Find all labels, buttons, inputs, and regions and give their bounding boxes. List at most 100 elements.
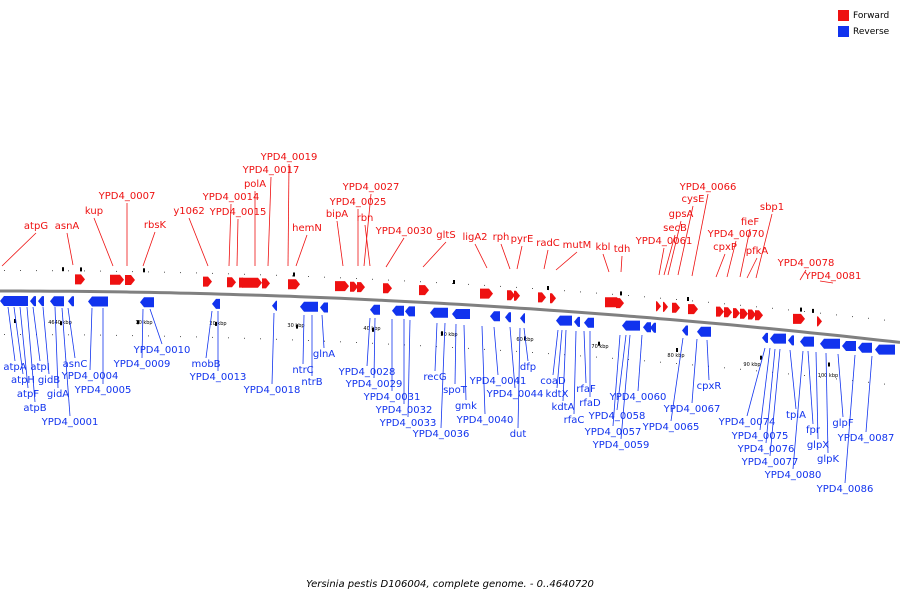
legend-reverse: Reverse: [838, 26, 889, 37]
reverse-track-dot: [292, 339, 293, 341]
reverse-gene-label-tpia: tpiA: [786, 410, 806, 421]
reverse-gene-label-fpr: fpr: [806, 425, 821, 436]
reverse-leader-line: [42, 306, 50, 375]
reverse-gene-label-cpxr: cpxR: [697, 381, 722, 392]
reverse-track-dot: [804, 375, 805, 376]
reverse-gene-label-rfac: rfaC: [564, 415, 585, 426]
reverse-gene-arrow: [762, 332, 768, 343]
forward-track-dot: [132, 271, 133, 273]
kbp-label: 80 kbp: [667, 353, 684, 359]
forward-track-dot: [116, 270, 117, 272]
reverse-gene-label-ypd4-0086: YPD4_0086: [816, 484, 874, 495]
reverse-gene-label-dfp: dfp: [520, 362, 536, 373]
reverse-gene-label-mobb: mobB: [191, 359, 220, 370]
forward-gene-arrow: [724, 307, 732, 318]
forward-gene-arrow: [716, 306, 724, 317]
forward-tick-mark: [453, 280, 455, 284]
forward-track-dot: [804, 311, 805, 312]
reverse-track-dot: [676, 363, 677, 364]
forward-tick-mark: [687, 297, 689, 301]
forward-gene-label-pfka: pfkA: [746, 246, 769, 257]
reverse-gene-arrow: [788, 335, 794, 346]
reverse-track-dot: [564, 354, 565, 356]
reverse-gene-label-ypd4-0018: YPD4_0018: [243, 385, 301, 396]
legend-reverse-label: Reverse: [853, 26, 890, 37]
kbp-label: 10 kbp: [135, 320, 152, 326]
reverse-leader-line: [837, 353, 844, 418]
reverse-track-dot: [756, 370, 757, 372]
reverse-gene-label-ypd4-0009: YPD4_0009: [113, 359, 171, 370]
reverse-track-dot: [500, 349, 501, 351]
reverse-gene-label-ypd4-0004: YPD4_0004: [61, 371, 119, 382]
forward-gene-label-ypd4-0081: YPD4_0081: [804, 271, 862, 282]
forward-leader-line: [663, 234, 676, 276]
reverse-leader-line: [765, 348, 776, 444]
reverse-gene-arrow: [556, 315, 572, 326]
forward-track-dot: [884, 319, 885, 321]
forward-gene-label-fief: fieF: [741, 217, 759, 228]
reverse-leader-line: [302, 314, 305, 365]
forward-leader-line: [819, 280, 834, 284]
reverse-gene-label-ypd4-0080: YPD4_0080: [764, 470, 822, 481]
reverse-leader-line: [612, 334, 621, 427]
reverse-track-dot: [420, 345, 421, 347]
reverse-track-dot: [148, 335, 149, 337]
reverse-gene-arrow: [272, 300, 277, 311]
forward-gene-label-cpxp: cpxP: [713, 242, 737, 253]
forward-gene-label-secb: secB: [663, 223, 687, 234]
forward-gene-arrow: [793, 313, 805, 324]
forward-track-dot: [404, 280, 405, 282]
reverse-track-dot: [436, 346, 437, 348]
reverse-track-dot: [596, 356, 597, 358]
kbp-label: 60 kbp: [516, 337, 533, 343]
forward-leader-line: [726, 240, 737, 278]
reverse-gene-label-ypd4-0040: YPD4_0040: [456, 415, 514, 426]
reverse-tick-mark: [760, 355, 762, 360]
forward-gene-arrow: [550, 293, 556, 304]
reverse-gene-arrow: [682, 325, 688, 336]
reverse-gene-label-ypd4-0060: YPD4_0060: [609, 392, 667, 403]
reverse-leader-line: [616, 334, 627, 411]
reverse-track-dot: [52, 334, 53, 336]
forward-gene-label-ypd4-0015: YPD4_0015: [209, 207, 267, 218]
reverse-leader-line: [815, 351, 819, 440]
forward-track-dot: [68, 270, 69, 272]
reverse-track-dot: [724, 367, 725, 369]
forward-track-dot: [852, 316, 853, 318]
forward-track-dot: [516, 286, 517, 288]
forward-gene-label-y1062: y1062: [173, 206, 204, 217]
reverse-gene-label-ypd4-0033: YPD4_0033: [379, 418, 437, 429]
forward-track-dot: [628, 295, 629, 296]
forward-track-dot: [276, 274, 277, 276]
forward-leader-line: [543, 249, 549, 270]
forward-gene-label-bipa: bipA: [326, 209, 348, 220]
reverse-leader-line: [573, 330, 577, 415]
forward-track-dot: [292, 275, 293, 277]
reverse-gene-label-ypd4-0036: YPD4_0036: [412, 429, 470, 440]
reverse-gene-arrow: [430, 307, 448, 318]
reverse-tick-mark: [14, 319, 16, 323]
forward-leader-line: [799, 269, 807, 281]
reverse-gene-label-glpf: glpF: [832, 418, 853, 429]
forward-gene-arrow: [125, 275, 135, 285]
forward-tick-mark: [293, 272, 295, 277]
forward-leader-line: [422, 241, 447, 268]
reverse-gene-arrow: [770, 333, 786, 344]
reverse-gene-label-gmk: gmk: [455, 401, 477, 412]
forward-track-dot: [612, 293, 613, 295]
reverse-track-dot: [4, 334, 5, 335]
legend-forward-swatch: [838, 10, 849, 21]
reverse-leader-line: [463, 324, 467, 401]
forward-track-dot: [788, 309, 789, 311]
reverse-gene-label-rfaf: rfaF: [576, 384, 596, 395]
reverse-gene-arrow: [68, 296, 74, 307]
forward-leader-line: [385, 237, 405, 268]
reverse-gene-label-spot: spoT: [443, 385, 468, 396]
reverse-leader-line: [769, 348, 781, 457]
reverse-gene-label-ypd4-0077: YPD4_0077: [741, 457, 799, 468]
forward-leader-line: [739, 228, 751, 278]
forward-gene-label-cyse: cysE: [682, 194, 705, 205]
forward-leader-line: [363, 193, 372, 267]
reverse-gene-label-ypd4-0032: YPD4_0032: [375, 405, 433, 416]
reverse-track-dot: [100, 334, 101, 336]
